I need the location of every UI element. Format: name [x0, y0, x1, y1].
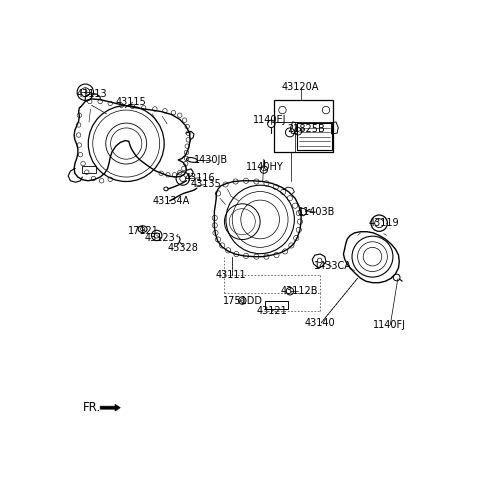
Text: 43113: 43113 [77, 89, 108, 99]
Text: 1140FJ: 1140FJ [372, 320, 406, 330]
Text: 11403B: 11403B [298, 207, 336, 217]
Text: 21825B: 21825B [287, 124, 324, 134]
Text: 1140EJ: 1140EJ [252, 115, 286, 125]
Text: 1430JB: 1430JB [194, 155, 228, 165]
Text: 43134A: 43134A [152, 196, 190, 206]
Text: 1140HY: 1140HY [246, 162, 284, 172]
Text: 43123: 43123 [145, 233, 176, 243]
Text: 43121: 43121 [256, 306, 287, 316]
Text: 43140: 43140 [305, 318, 336, 328]
Text: 1751DD: 1751DD [223, 296, 263, 307]
Text: 43135: 43135 [190, 180, 221, 189]
Text: 45328: 45328 [167, 243, 198, 253]
Text: 1433CA: 1433CA [314, 261, 351, 271]
Text: 43115: 43115 [116, 97, 146, 107]
Text: 43111: 43111 [216, 270, 246, 279]
Polygon shape [100, 404, 120, 411]
Text: 17121: 17121 [128, 226, 158, 236]
Text: 43120A: 43120A [281, 82, 319, 92]
Text: 43112B: 43112B [280, 286, 318, 296]
Text: 43116: 43116 [185, 173, 215, 183]
Text: FR.: FR. [83, 401, 101, 414]
Text: 43119: 43119 [369, 218, 399, 228]
